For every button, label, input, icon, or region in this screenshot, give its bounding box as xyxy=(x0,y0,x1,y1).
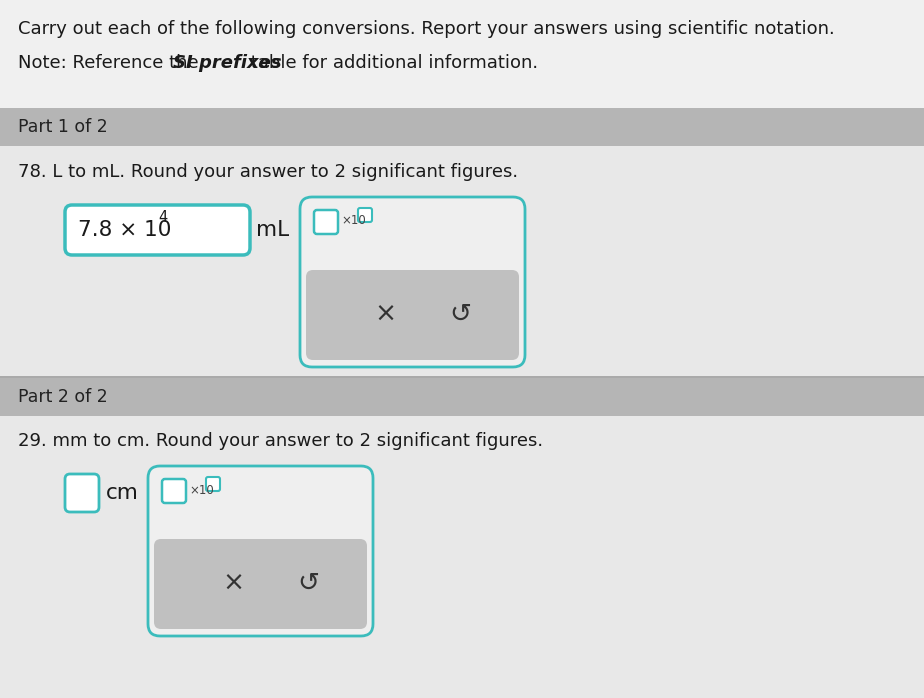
FancyBboxPatch shape xyxy=(65,474,99,512)
Text: ×10: ×10 xyxy=(189,484,213,496)
Text: ×: × xyxy=(374,302,396,328)
FancyBboxPatch shape xyxy=(148,466,373,636)
Bar xyxy=(0,108,924,146)
Bar xyxy=(0,378,924,416)
Text: 29. mm to cm. Round your answer to 2 significant figures.: 29. mm to cm. Round your answer to 2 sig… xyxy=(18,432,543,450)
Bar xyxy=(0,376,924,378)
FancyBboxPatch shape xyxy=(306,270,519,360)
Text: cm: cm xyxy=(106,483,139,503)
FancyBboxPatch shape xyxy=(358,208,372,222)
Text: SI prefixes: SI prefixes xyxy=(173,54,282,72)
Bar xyxy=(0,416,924,698)
Text: mL: mL xyxy=(256,220,289,240)
Text: Part 2 of 2: Part 2 of 2 xyxy=(18,388,108,406)
Text: Note: Reference the: Note: Reference the xyxy=(18,54,204,72)
FancyBboxPatch shape xyxy=(206,477,220,491)
Text: ↺: ↺ xyxy=(297,571,319,597)
Text: 4: 4 xyxy=(158,211,167,225)
FancyBboxPatch shape xyxy=(300,197,525,367)
Text: Carry out each of the following conversions. Report your answers using scientifi: Carry out each of the following conversi… xyxy=(18,20,834,38)
Bar xyxy=(0,146,924,376)
Bar xyxy=(0,0,924,108)
Text: table for additional information.: table for additional information. xyxy=(245,54,538,72)
Text: 78. L to mL. Round your answer to 2 significant figures.: 78. L to mL. Round your answer to 2 sign… xyxy=(18,163,518,181)
Text: Part 1 of 2: Part 1 of 2 xyxy=(18,118,108,136)
FancyBboxPatch shape xyxy=(154,539,367,629)
Text: ↺: ↺ xyxy=(449,302,471,328)
FancyBboxPatch shape xyxy=(162,479,186,503)
Text: ×10: ×10 xyxy=(341,214,366,228)
Text: 7.8 × 10: 7.8 × 10 xyxy=(78,220,171,240)
Text: ×: × xyxy=(222,571,244,597)
FancyBboxPatch shape xyxy=(65,205,250,255)
FancyBboxPatch shape xyxy=(314,210,338,234)
